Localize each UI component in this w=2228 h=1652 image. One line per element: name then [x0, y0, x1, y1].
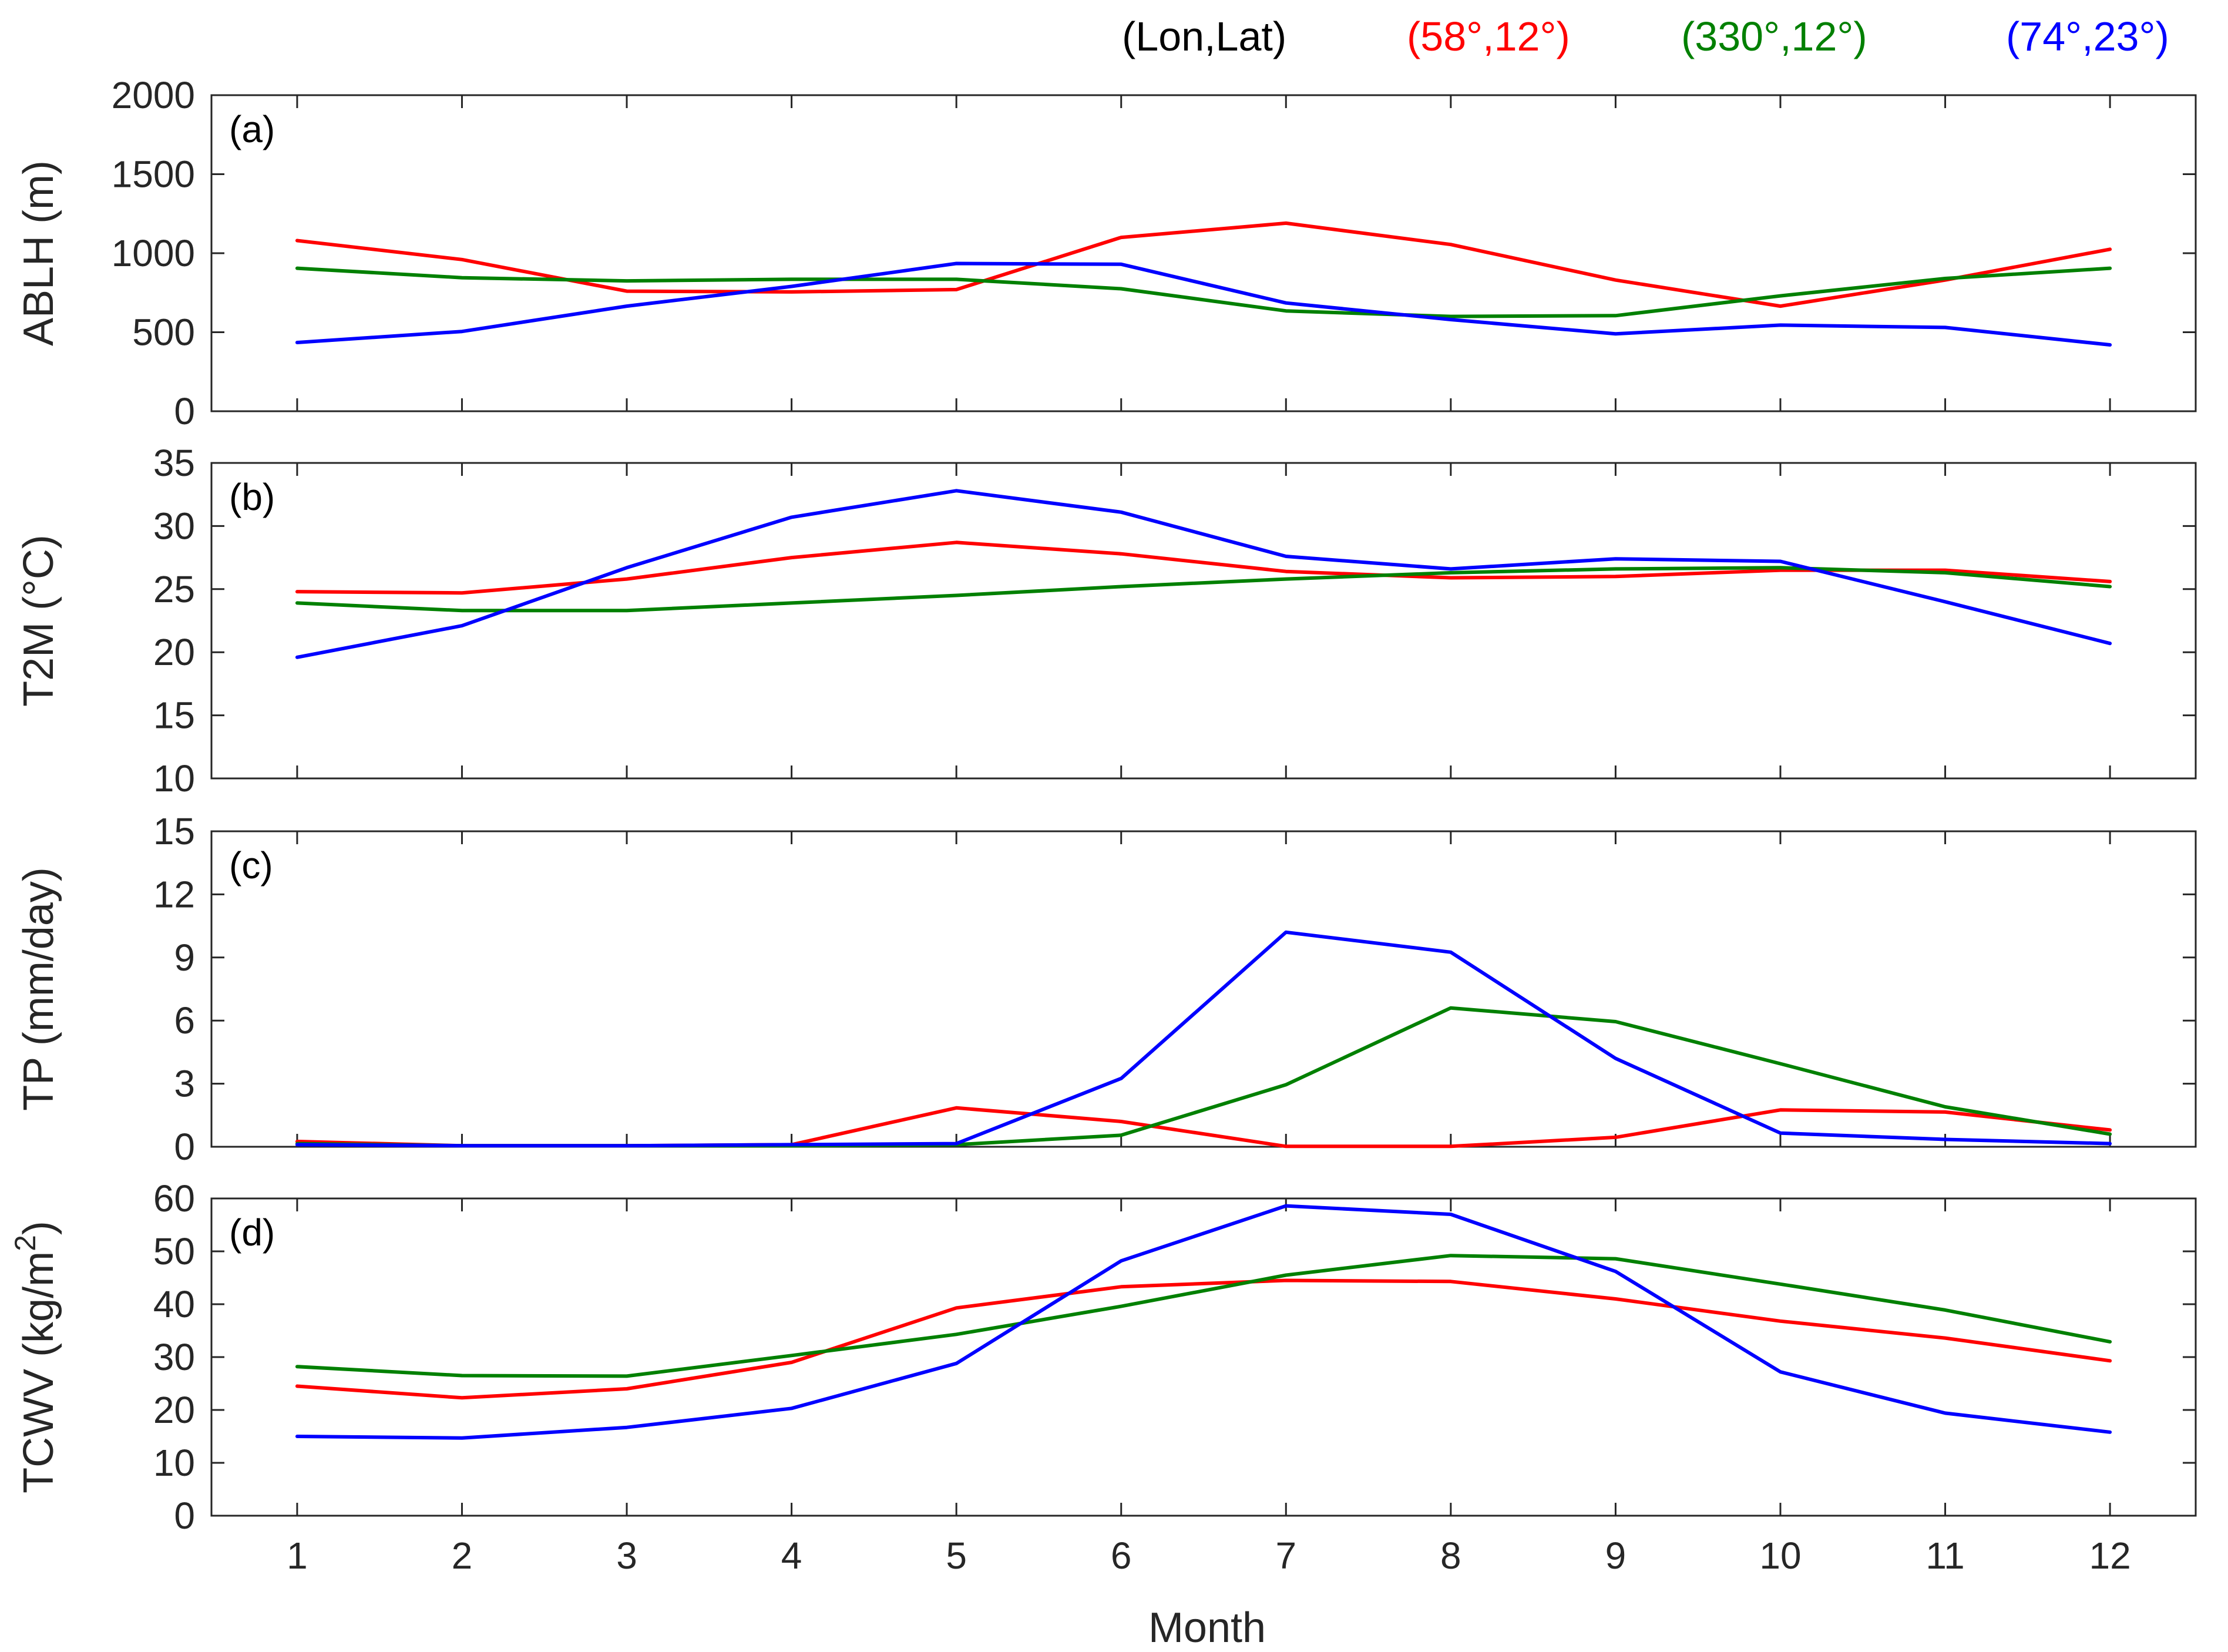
x-tick-label: 9	[1605, 1535, 1627, 1577]
plot-frame	[210, 1197, 2197, 1517]
y-tick-label: 0	[174, 390, 195, 432]
y-tick-label: 25	[153, 568, 195, 610]
y-axis-label-end: )	[15, 1221, 62, 1235]
y-tick-label: 500	[132, 311, 195, 354]
panel-a: 0 500 1000 1500 2000 (a) ABLH (m)	[15, 74, 2197, 432]
y-tick-label: 0	[174, 1126, 195, 1168]
legend-entry-74-23: (74°,23°)	[2006, 14, 2169, 59]
legend: (Lon,Lat) (58°,12°) (330°,12°) (74°,23°)	[1122, 14, 2169, 59]
series-line-74-23	[295, 930, 2112, 1148]
panel-tag: (d)	[229, 1211, 275, 1254]
x-axis-label: Month	[1148, 1604, 1266, 1651]
y-tick-label: 10	[153, 1442, 195, 1484]
y-axis-label: ABLH (m)	[15, 160, 62, 346]
y-tick-label: 0	[174, 1495, 195, 1537]
y-tick-label: 1000	[112, 232, 195, 274]
x-tick-label: 7	[1275, 1535, 1296, 1577]
y-axis-label: TP (mm/day)	[15, 867, 62, 1111]
y-tick-label: 15	[153, 810, 195, 852]
panel-tag: (a)	[229, 108, 275, 150]
y-axis-label: T2M (°C)	[15, 535, 62, 707]
y-axis-label-text: ABLH (m)	[15, 160, 62, 346]
y-tick-label: 20	[153, 631, 195, 673]
y-tick-label: 20	[153, 1389, 195, 1431]
legend-entry-330-12: (330°,12°)	[1681, 14, 1867, 59]
y-tick-label: 50	[153, 1230, 195, 1272]
x-tick-label: 3	[616, 1535, 637, 1577]
y-axis-label-text: T2M (°C)	[15, 535, 62, 707]
y-tick-label: 15	[153, 694, 195, 737]
x-tick-label: 1	[287, 1535, 308, 1577]
panel-d: 0 10 20 30 40 50 60 (d) TCWV (kg/m2)	[9, 1177, 2197, 1537]
x-tick-label: 2	[452, 1535, 473, 1577]
x-tick-label: 4	[781, 1535, 802, 1577]
y-tick-label: 12	[153, 873, 195, 915]
series-line-330-12	[295, 1254, 2112, 1378]
series-line-74-23	[295, 1204, 2112, 1440]
y-tick-label: 60	[153, 1177, 195, 1220]
y-axis-label-superscript: 2	[9, 1235, 42, 1251]
series-line-58-12	[295, 540, 2112, 595]
legend-entry-58-12: (58°,12°)	[1407, 14, 1570, 59]
x-tick-label: 11	[1925, 1535, 1964, 1577]
y-tick-label: 10	[153, 757, 195, 800]
series-line-58-12	[295, 221, 2112, 308]
y-axis-label-text: TCWV (kg/m	[15, 1251, 62, 1493]
plot-frame	[210, 462, 2197, 780]
y-tick-label: 3	[174, 1063, 195, 1105]
y-tick-label: 35	[153, 442, 195, 484]
x-tick-label: 8	[1440, 1535, 1461, 1577]
y-tick-label: 30	[153, 505, 195, 547]
x-tick-label: 10	[1759, 1535, 1801, 1577]
y-tick-label: 6	[174, 999, 195, 1042]
y-tick-label: 1500	[112, 153, 195, 196]
series-line-330-12	[295, 266, 2112, 318]
y-tick-label: 9	[174, 936, 195, 979]
panel-tag: (b)	[229, 476, 275, 518]
x-tick-label: 12	[2089, 1535, 2131, 1577]
series-line-58-12	[295, 1106, 2112, 1149]
y-tick-label: 40	[153, 1283, 195, 1325]
plot-frame	[210, 830, 2197, 1148]
panel-tag: (c)	[229, 844, 273, 887]
y-axis-label: TCWV (kg/m2)	[9, 1221, 62, 1493]
series-line-74-23	[295, 489, 2112, 659]
x-tick-labels: 1 2 3 4 5 6 7 8 9 10 11 12	[287, 1535, 2131, 1577]
panel-b: 10 15 20 25 30 35 (b) T2M (°C)	[15, 442, 2197, 800]
series-line-330-12	[295, 1006, 2112, 1148]
series-line-74-23	[295, 261, 2112, 347]
x-tick-label: 6	[1111, 1535, 1132, 1577]
x-tick-label: 5	[946, 1535, 967, 1577]
series-line-58-12	[295, 1278, 2112, 1400]
y-tick-label: 2000	[112, 74, 195, 116]
y-tick-label: 30	[153, 1336, 195, 1378]
legend-header: (Lon,Lat)	[1122, 14, 1286, 59]
plot-frame	[210, 94, 2197, 412]
y-axis-label-text: TP (mm/day)	[15, 867, 62, 1111]
panel-c: 0 3 6 9 12 15 (c) TP (mm/day)	[15, 810, 2197, 1168]
